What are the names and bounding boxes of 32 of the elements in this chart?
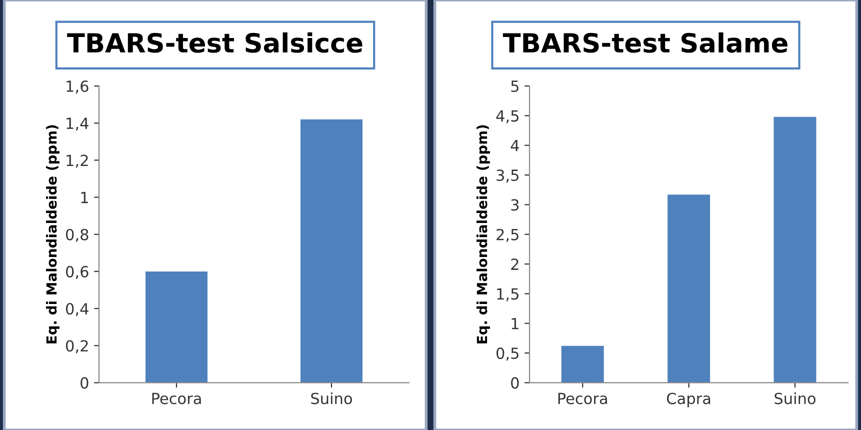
y-tick-label: 5 <box>511 80 518 92</box>
y-tick-label: 4 <box>510 140 519 152</box>
chart-title: TBARS-test Salame <box>502 32 788 53</box>
x-tick-label: Pecora <box>152 392 201 404</box>
y-tick-label: 0 <box>80 377 88 389</box>
y-axis-title: Eq. di Malondialdeide (ppm) <box>46 125 60 344</box>
x-tick-label: Suino <box>774 392 816 404</box>
y-tick-label: 2,5 <box>496 228 518 242</box>
y-tick-label: 0 <box>511 377 519 389</box>
y-tick-label: 1,2 <box>66 154 88 168</box>
y-tick-label: 1 <box>81 192 88 204</box>
y-tick-label: 0,4 <box>66 302 88 316</box>
bar <box>774 116 816 383</box>
y-tick-label: 0,5 <box>496 347 518 361</box>
y-tick-label: 0,6 <box>66 266 88 280</box>
y-tick-label: 3,5 <box>496 169 518 183</box>
y-tick-label: 3 <box>511 199 519 211</box>
bar <box>668 194 710 383</box>
chart-title: TBARS-test Salsicce <box>67 32 362 53</box>
y-tick-label: 2 <box>511 258 518 270</box>
y-tick-label: 4,5 <box>496 110 518 124</box>
x-tick-label: Capra <box>666 392 710 408</box>
y-tick-label: 1 <box>512 318 518 330</box>
x-tick-label: Suino <box>311 392 352 404</box>
y-tick-label: 1,4 <box>66 118 88 131</box>
y-tick-label: 1,6 <box>66 80 88 94</box>
x-tick-label: Pecora <box>558 392 607 404</box>
bar <box>561 346 604 383</box>
y-tick-label: 0,2 <box>66 340 88 354</box>
y-axis-title: Eq. di Malondialdeide (ppm) <box>476 125 490 344</box>
y-tick-label: 1,5 <box>497 288 518 302</box>
y-tick-label: 0,8 <box>66 228 88 242</box>
